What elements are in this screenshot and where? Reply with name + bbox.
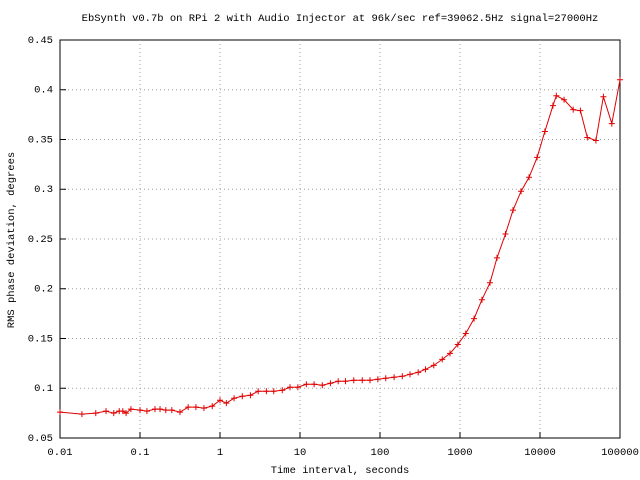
y-tick-label: 0.1 bbox=[34, 383, 53, 395]
data-point bbox=[185, 404, 192, 411]
data-point bbox=[447, 350, 454, 357]
data-point bbox=[359, 377, 366, 384]
data-point bbox=[176, 409, 183, 416]
data-point bbox=[518, 188, 525, 195]
data-point bbox=[577, 107, 584, 114]
data-point bbox=[294, 384, 301, 391]
data-point bbox=[561, 96, 568, 103]
data-point bbox=[157, 406, 164, 413]
x-tick-label: 100 bbox=[371, 447, 390, 459]
data-point bbox=[471, 315, 478, 322]
x-tick-label: 1 bbox=[217, 447, 223, 459]
data-point bbox=[231, 395, 238, 402]
data-point bbox=[110, 410, 117, 417]
y-tick-label: 0.3 bbox=[34, 184, 53, 196]
data-point bbox=[478, 296, 485, 303]
x-tick-label: 10 bbox=[294, 447, 307, 459]
data-point bbox=[454, 341, 461, 348]
data-point bbox=[255, 388, 262, 395]
data-point bbox=[162, 407, 169, 414]
data-point bbox=[553, 92, 560, 99]
data-point bbox=[617, 76, 623, 83]
data-point bbox=[119, 408, 126, 415]
data-point bbox=[137, 407, 143, 414]
data-point bbox=[78, 411, 85, 418]
data-line bbox=[59, 79, 621, 415]
data-point bbox=[263, 388, 270, 395]
data-point bbox=[270, 388, 277, 395]
x-tick-label: 0.1 bbox=[131, 447, 150, 459]
data-point bbox=[103, 408, 110, 415]
x-tick-label: 10000 bbox=[524, 447, 556, 459]
data-point bbox=[143, 408, 150, 415]
x-tick-label: 1000 bbox=[447, 447, 472, 459]
data-point bbox=[92, 410, 99, 417]
y-tick-label: 0.35 bbox=[28, 134, 53, 146]
data-point bbox=[600, 93, 607, 100]
y-tick-label: 0.05 bbox=[28, 433, 53, 445]
x-axis-label: Time interval, seconds bbox=[271, 465, 410, 477]
data-point bbox=[335, 378, 342, 385]
data-point bbox=[350, 377, 357, 384]
data-point bbox=[287, 384, 294, 391]
data-point bbox=[534, 154, 541, 161]
data-point bbox=[123, 410, 130, 417]
y-axis-label: RMS phase deviation, degrees bbox=[6, 152, 18, 328]
data-point bbox=[223, 400, 230, 407]
data-point bbox=[327, 380, 334, 387]
data-point bbox=[311, 381, 318, 388]
data-point bbox=[342, 378, 349, 385]
data-point bbox=[374, 376, 381, 383]
data-point bbox=[152, 406, 159, 413]
data-point bbox=[608, 120, 615, 127]
data-point bbox=[200, 405, 207, 412]
data-point bbox=[168, 407, 175, 414]
data-point bbox=[319, 382, 326, 389]
data-point bbox=[439, 356, 446, 363]
data-point bbox=[406, 371, 413, 378]
y-tick-label: 0.15 bbox=[28, 333, 53, 345]
data-point bbox=[391, 374, 398, 381]
data-point bbox=[526, 174, 533, 181]
data-point bbox=[382, 375, 389, 382]
data-point bbox=[127, 406, 134, 413]
data-point bbox=[192, 404, 199, 411]
y-tick-label: 0.45 bbox=[28, 35, 53, 47]
data-point bbox=[430, 362, 437, 369]
data-point bbox=[493, 254, 500, 261]
data-point bbox=[462, 330, 469, 337]
data-point bbox=[502, 231, 509, 238]
y-tick-label: 0.2 bbox=[34, 284, 53, 296]
data-point bbox=[549, 102, 556, 109]
data-point bbox=[570, 106, 577, 113]
data-point bbox=[584, 134, 591, 141]
data-point bbox=[486, 279, 493, 286]
data-point bbox=[239, 393, 246, 400]
data-point bbox=[592, 137, 599, 144]
data-point bbox=[209, 403, 216, 410]
data-point bbox=[217, 397, 223, 404]
data-point bbox=[415, 369, 422, 376]
x-tick-label: 100000 bbox=[601, 447, 639, 459]
data-point bbox=[541, 128, 548, 135]
y-tick-label: 0.25 bbox=[28, 234, 53, 246]
chart-title: EbSynth v0.7b on RPi 2 with Audio Inject… bbox=[82, 13, 599, 25]
data-point bbox=[279, 387, 286, 394]
data-point bbox=[247, 392, 254, 399]
data-point bbox=[367, 377, 374, 384]
x-tick-label: 0.01 bbox=[47, 447, 72, 459]
data-point bbox=[303, 381, 310, 388]
data-point bbox=[510, 207, 517, 214]
y-tick-label: 0.4 bbox=[34, 85, 53, 97]
data-point bbox=[399, 373, 406, 380]
data-point bbox=[422, 366, 429, 373]
data-point bbox=[57, 409, 63, 416]
